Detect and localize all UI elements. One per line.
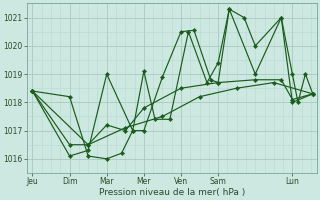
X-axis label: Pression niveau de la mer( hPa ): Pression niveau de la mer( hPa ) bbox=[99, 188, 245, 197]
